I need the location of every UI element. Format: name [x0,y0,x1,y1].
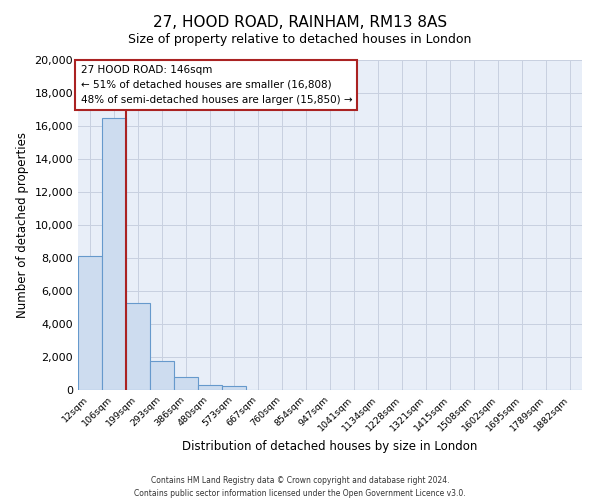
Bar [126,302,150,390]
Text: 27 HOOD ROAD: 146sqm
← 51% of detached houses are smaller (16,808)
48% of semi-d: 27 HOOD ROAD: 146sqm ← 51% of detached h… [80,65,352,104]
Bar [222,386,246,390]
Bar [174,377,198,390]
X-axis label: Distribution of detached houses by size in London: Distribution of detached houses by size … [182,440,478,452]
Y-axis label: Number of detached properties: Number of detached properties [16,132,29,318]
Text: 27, HOOD ROAD, RAINHAM, RM13 8AS: 27, HOOD ROAD, RAINHAM, RM13 8AS [153,15,447,30]
Bar [78,256,102,390]
Bar [102,118,126,390]
Bar [150,361,174,390]
Text: Size of property relative to detached houses in London: Size of property relative to detached ho… [128,32,472,46]
Text: Contains HM Land Registry data © Crown copyright and database right 2024.
Contai: Contains HM Land Registry data © Crown c… [134,476,466,498]
Bar [198,386,222,390]
